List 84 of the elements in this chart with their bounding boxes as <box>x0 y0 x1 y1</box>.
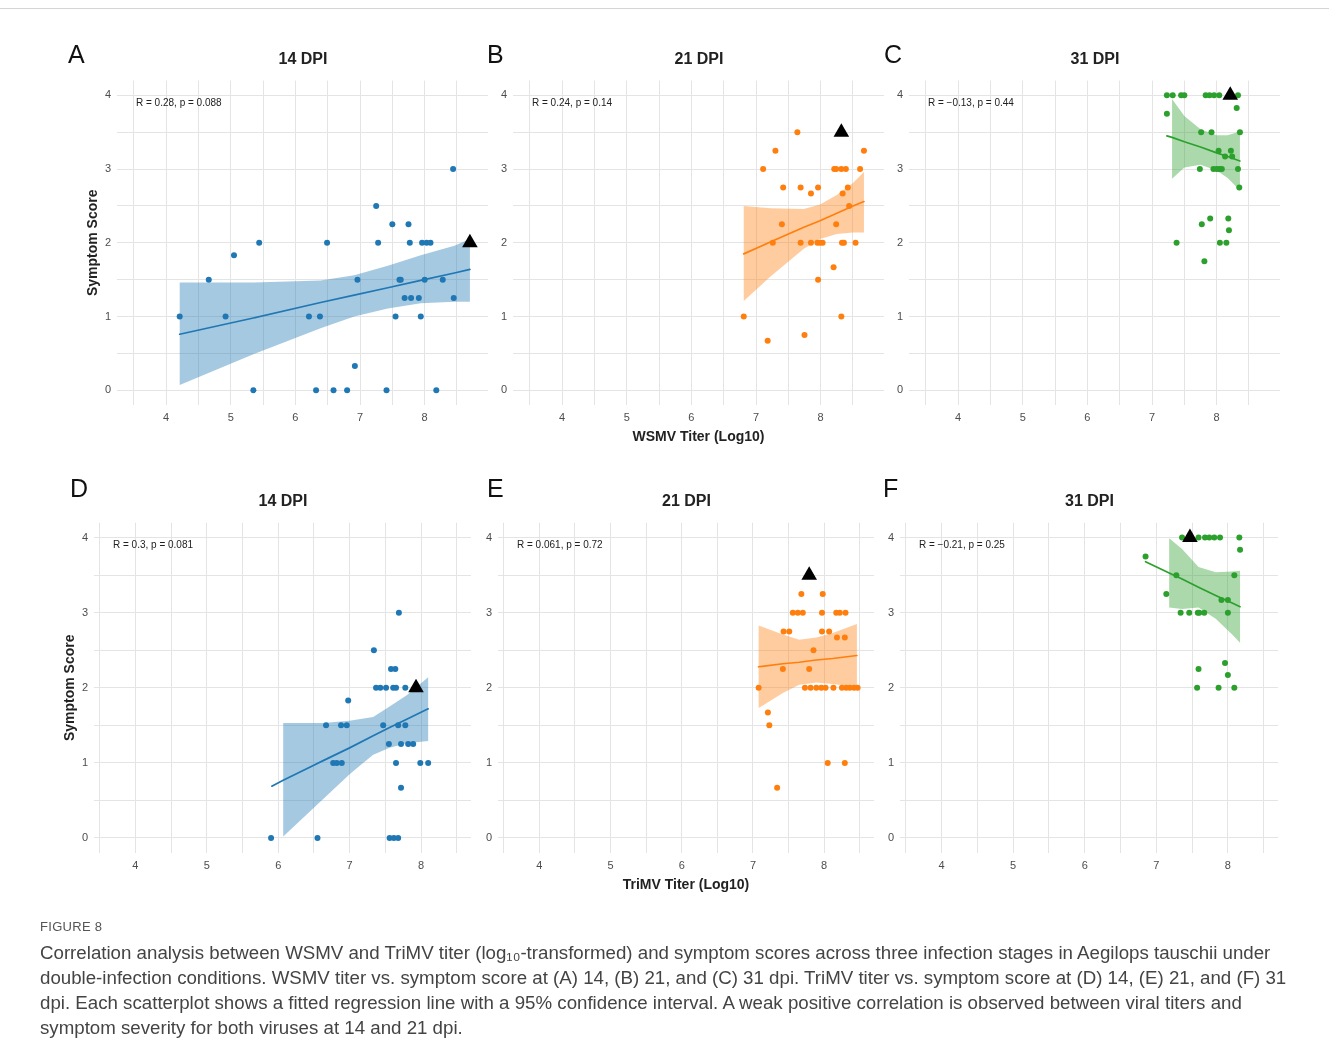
y-tick-label: 4 <box>896 88 903 101</box>
y-tick-label: 3 <box>485 605 492 618</box>
y-tick-label: 0 <box>485 831 492 844</box>
x-tick-label: 5 <box>623 410 630 423</box>
text: F <box>883 473 899 501</box>
y-tick-label: 0 <box>104 383 111 396</box>
x-tick-label: 6 <box>1084 410 1091 423</box>
y-tick-label: 2 <box>81 680 88 693</box>
x-tick-label: 8 <box>817 410 824 423</box>
annotation: R = −0.13, p = 0.44 <box>928 97 1015 109</box>
annotation: R = −0.21, p = 0.25 <box>919 539 1006 551</box>
annotation: R = 0.24, p = 0.14 <box>532 97 613 109</box>
y-tick-label: 1 <box>500 309 507 322</box>
y-axis-title: Symptom Score <box>61 634 78 742</box>
annotation: R = 0.3, p = 0.081 <box>113 539 194 551</box>
x-tick-label: 4 <box>559 410 566 423</box>
x-tick-label: 4 <box>163 410 170 423</box>
y-tick-label: 1 <box>485 755 492 768</box>
y-tick-label: 2 <box>485 680 492 693</box>
chart-title: 14 DPI <box>278 49 328 67</box>
x-tick-label: 6 <box>688 410 695 423</box>
y-tick-label: 3 <box>887 605 894 618</box>
x-axis-title: TriMV Titer (Log10) <box>622 876 750 893</box>
x-tick-label: 7 <box>1153 858 1160 871</box>
x-tick-label: 6 <box>1081 858 1088 871</box>
y-tick-label: 3 <box>500 162 507 175</box>
x-tick-label: 5 <box>607 858 614 871</box>
y-tick-label: 4 <box>81 530 88 543</box>
y-tick-label: 4 <box>887 530 894 543</box>
text: E <box>487 473 504 501</box>
annotation: R = 0.28, p = 0.088 <box>136 97 223 109</box>
x-tick-label: 7 <box>1148 410 1156 423</box>
x-tick-label: 4 <box>938 858 945 871</box>
chart-title: 31 DPI <box>1065 491 1114 509</box>
chart-title: 21 DPI <box>674 49 724 67</box>
x-tick-label: 5 <box>227 410 234 423</box>
y-tick-label: 2 <box>500 235 507 248</box>
chart-title: 31 DPI <box>1070 49 1120 67</box>
x-tick-label: 5 <box>203 858 210 871</box>
y-tick-label: 4 <box>500 88 507 101</box>
y-tick-label: 2 <box>896 235 903 248</box>
x-tick-label: 4 <box>955 410 962 423</box>
annotation: R = 0.061, p = 0.72 <box>517 539 604 551</box>
x-tick-label: 7 <box>346 858 353 871</box>
x-tick-label: 6 <box>678 858 685 871</box>
y-axis-title: Symptom Score <box>84 189 101 297</box>
x-axis-title: WSMV Titer (Log10) <box>632 428 765 445</box>
x-tick-label: 7 <box>356 410 364 423</box>
y-tick-label: 1 <box>81 755 88 768</box>
x-tick-label: 4 <box>536 858 543 871</box>
x-tick-label: 4 <box>132 858 139 871</box>
y-tick-label: 3 <box>896 162 903 175</box>
text: C <box>884 39 903 67</box>
x-tick-label: 7 <box>752 410 760 423</box>
y-tick-label: 0 <box>896 383 903 396</box>
y-tick-label: 0 <box>887 831 894 844</box>
x-tick-label: 7 <box>749 858 756 871</box>
y-tick-label: 0 <box>500 383 507 396</box>
y-tick-label: 1 <box>887 755 894 768</box>
x-tick-label: 5 <box>1010 858 1017 871</box>
text: Correlation analysis between WSMV and TriMV titer (log₁₀-transformed) and symptom scores across three infection stages in Aegilops tauschii under double-infection conditions. WSMV titer vs. symptom score at (A) 14, (B) 21, and (C) 31 dpi. TriMV titer vs. symptom score at (D) 14, (E) 21, and (F) 31 dpi. Each scatterplot shows a fitted regression line with a 95% confidence interval. A weak positive correlation is observed between viral titers and symptom severity for both viruses at 14 and 21 dpi. <box>40 941 1288 1040</box>
x-tick-label: 6 <box>275 858 282 871</box>
y-tick-label: 4 <box>104 88 111 101</box>
text: D <box>70 473 89 501</box>
x-tick-label: 8 <box>421 410 428 423</box>
y-tick-label: 0 <box>81 831 88 844</box>
x-tick-label: 8 <box>1213 410 1220 423</box>
x-tick-label: 8 <box>417 858 425 871</box>
x-tick-label: 6 <box>292 410 299 423</box>
x-tick-label: 8 <box>821 858 828 871</box>
text: B <box>487 39 504 67</box>
chart-title: 21 DPI <box>662 491 711 509</box>
y-tick-label: 3 <box>81 605 88 618</box>
y-tick-label: 1 <box>896 309 903 322</box>
y-tick-label: 3 <box>104 162 111 175</box>
y-tick-label: 2 <box>104 235 111 248</box>
y-tick-label: 1 <box>104 309 111 322</box>
text: A <box>68 39 85 67</box>
y-tick-label: 2 <box>887 680 894 693</box>
caption: FIGURE 8 <box>40 918 104 936</box>
chart-title: 14 DPI <box>258 491 308 509</box>
x-tick-label: 5 <box>1019 410 1026 423</box>
x-tick-label: 8 <box>1224 858 1231 871</box>
y-tick-label: 4 <box>485 530 492 543</box>
